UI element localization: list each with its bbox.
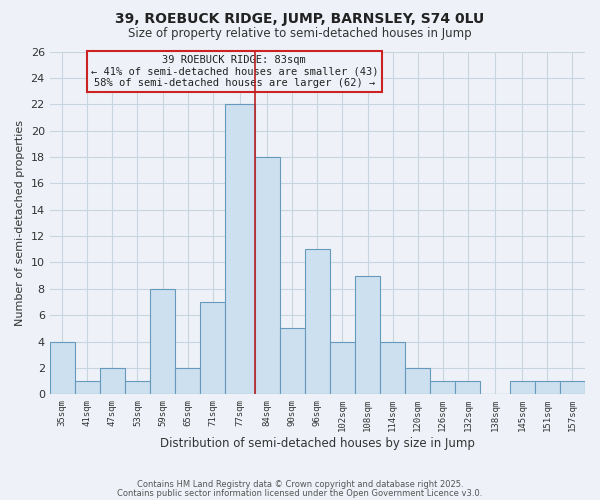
Bar — [200, 302, 226, 394]
Bar — [125, 381, 150, 394]
Bar — [50, 342, 75, 394]
Bar — [560, 381, 585, 394]
Bar — [254, 157, 280, 394]
Text: Size of property relative to semi-detached houses in Jump: Size of property relative to semi-detach… — [128, 28, 472, 40]
Bar — [305, 250, 330, 394]
Y-axis label: Number of semi-detached properties: Number of semi-detached properties — [15, 120, 25, 326]
Bar — [455, 381, 481, 394]
Bar — [535, 381, 560, 394]
Bar — [150, 289, 175, 395]
Text: Contains HM Land Registry data © Crown copyright and database right 2025.: Contains HM Land Registry data © Crown c… — [137, 480, 463, 489]
Bar — [380, 342, 405, 394]
Bar — [330, 342, 355, 394]
Bar — [405, 368, 430, 394]
Bar — [430, 381, 455, 394]
Bar — [75, 381, 100, 394]
Bar — [226, 104, 254, 395]
Text: Contains public sector information licensed under the Open Government Licence v3: Contains public sector information licen… — [118, 488, 482, 498]
Text: 39 ROEBUCK RIDGE: 83sqm
← 41% of semi-detached houses are smaller (43)
58% of se: 39 ROEBUCK RIDGE: 83sqm ← 41% of semi-de… — [91, 55, 378, 88]
X-axis label: Distribution of semi-detached houses by size in Jump: Distribution of semi-detached houses by … — [160, 437, 475, 450]
Bar — [280, 328, 305, 394]
Bar — [510, 381, 535, 394]
Bar — [100, 368, 125, 394]
Bar — [175, 368, 200, 394]
Text: 39, ROEBUCK RIDGE, JUMP, BARNSLEY, S74 0LU: 39, ROEBUCK RIDGE, JUMP, BARNSLEY, S74 0… — [115, 12, 485, 26]
Bar — [355, 276, 380, 394]
